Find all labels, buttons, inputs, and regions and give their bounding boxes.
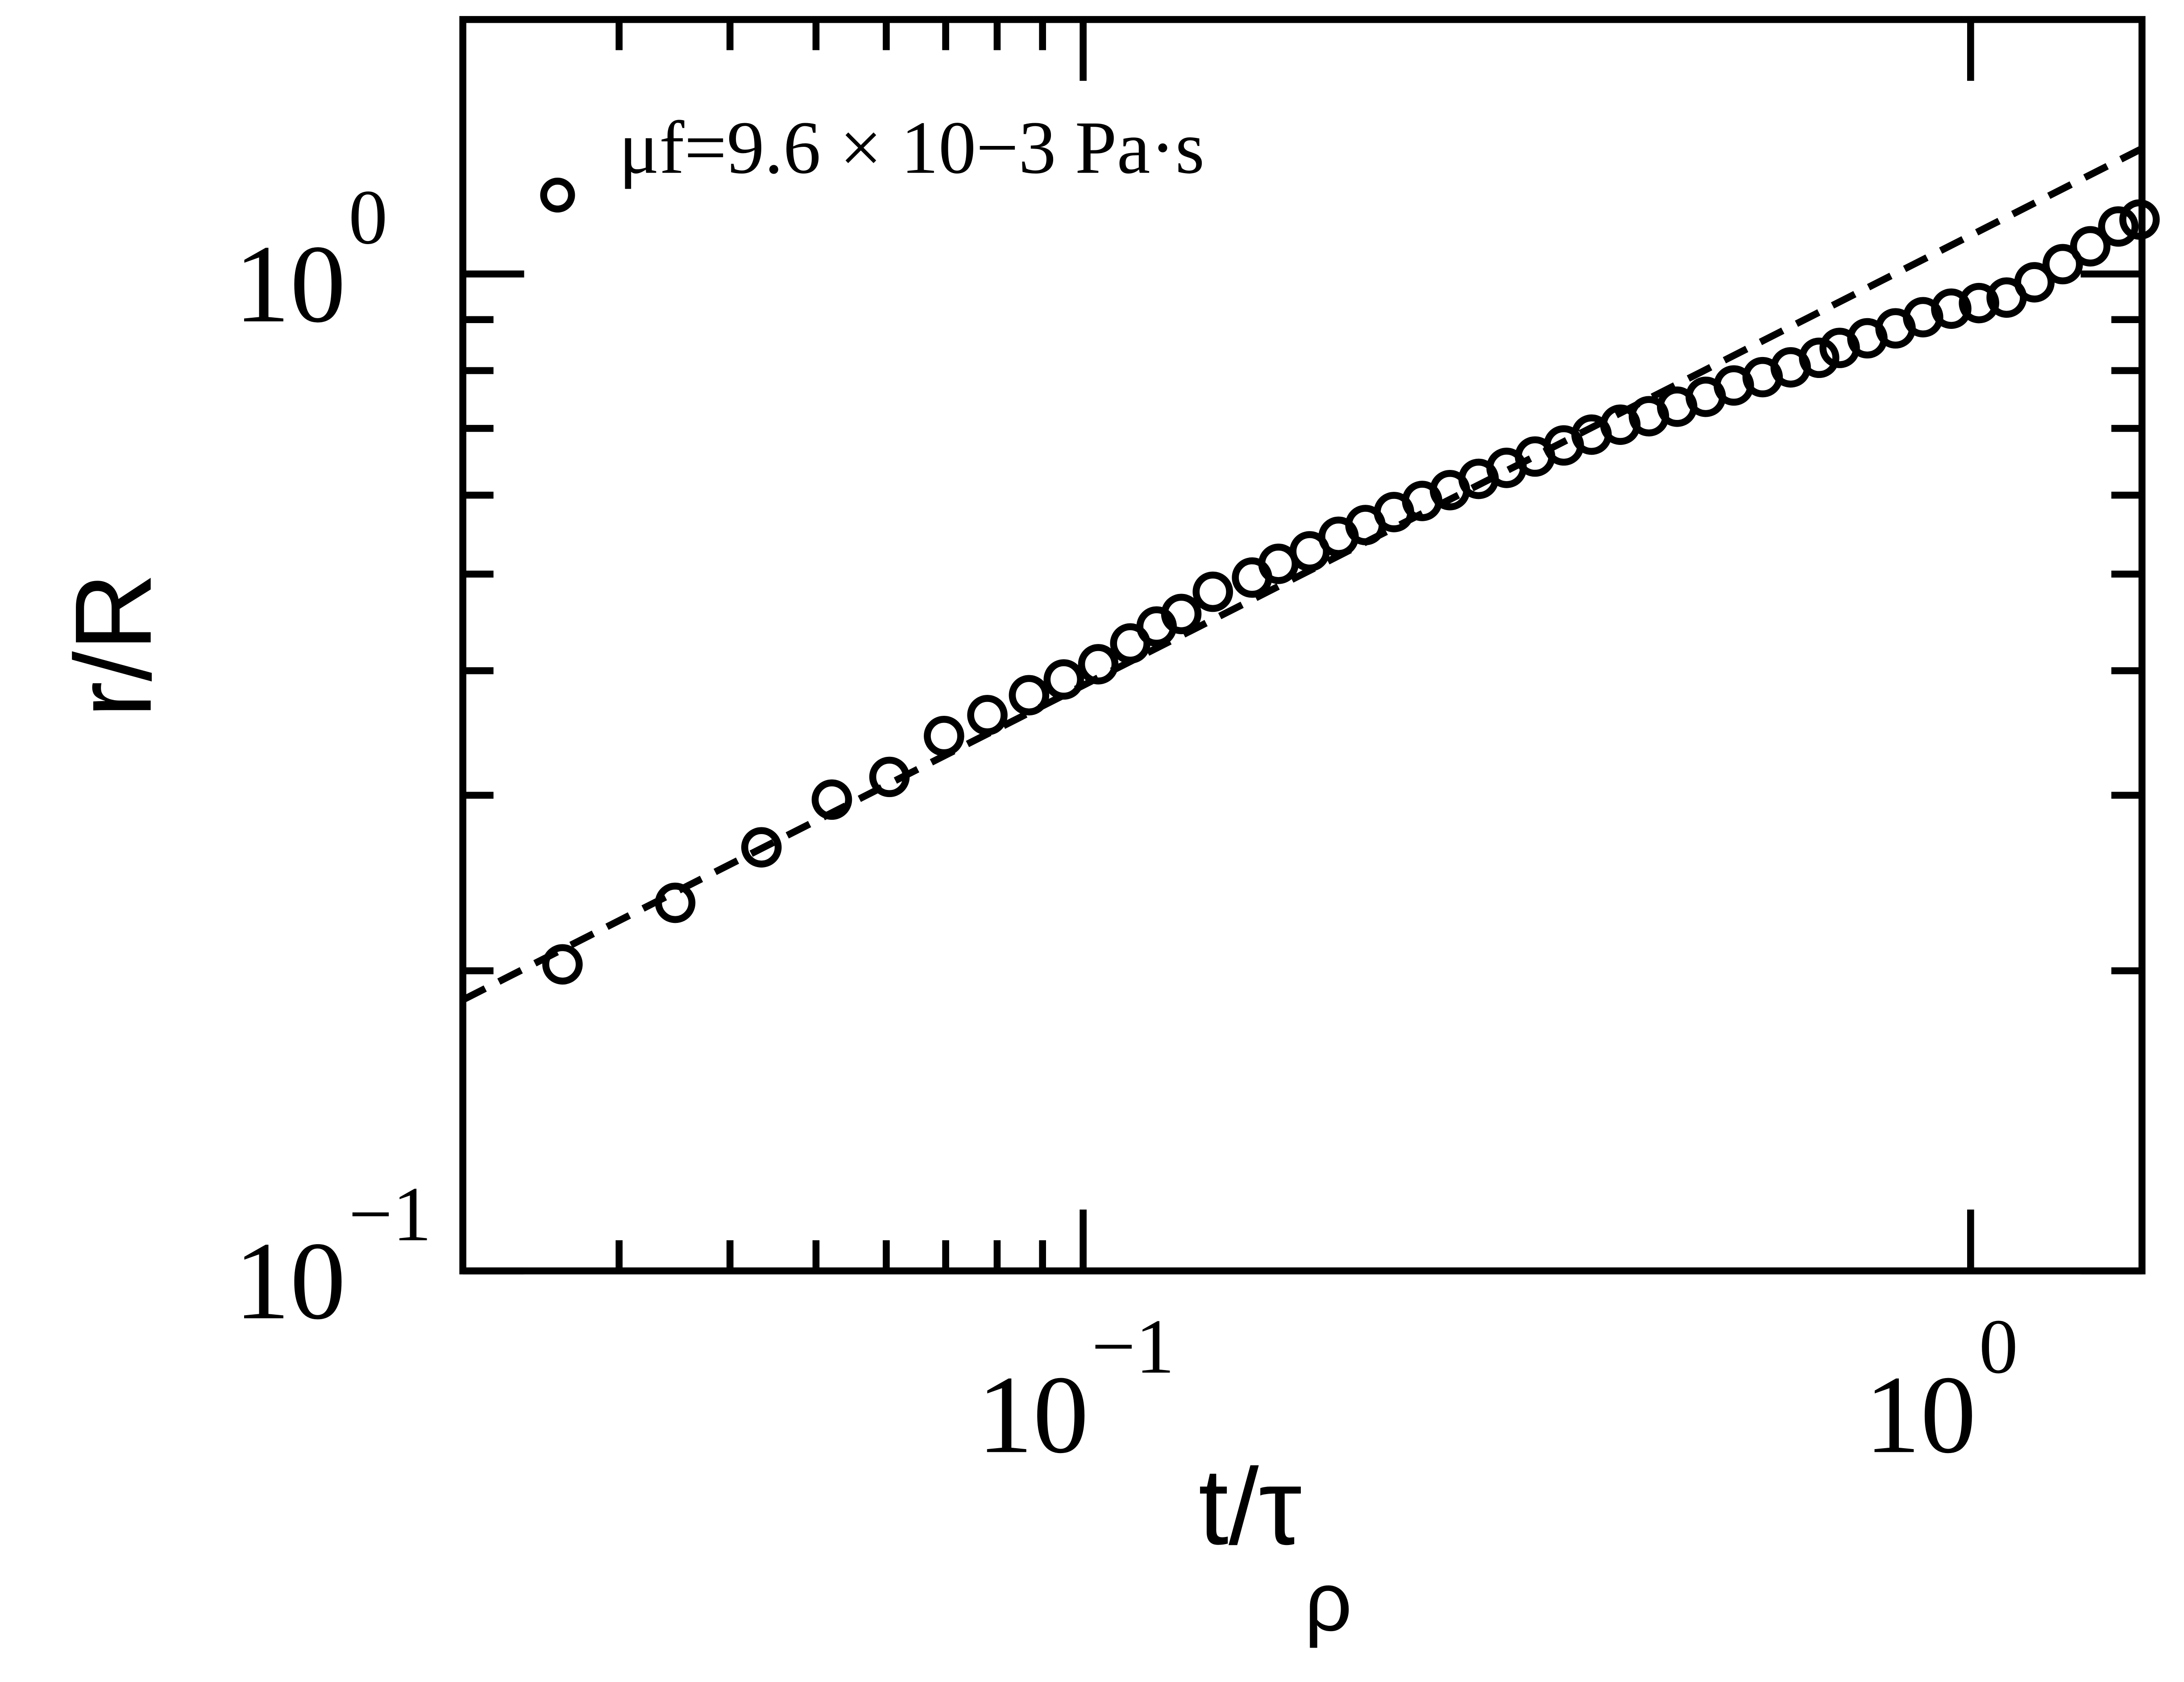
data-point xyxy=(1009,675,1050,716)
data-point xyxy=(2014,262,2055,303)
data-point xyxy=(655,882,696,923)
data-point xyxy=(1799,337,1839,378)
data-point xyxy=(1078,644,1119,685)
legend-label: μf=9.6 × 10−3 Pa·s xyxy=(619,106,1204,189)
x-tick-label-exponent: 0 xyxy=(1979,1303,2018,1390)
x-axis-label-subscript: ρ xyxy=(1304,1554,1352,1648)
y-axis-label: r/R xyxy=(53,573,174,718)
x-tick-label: 10 xyxy=(1865,1353,1976,1477)
data-point xyxy=(2119,199,2160,240)
data-point xyxy=(1959,282,1999,324)
data-point xyxy=(811,779,852,820)
y-tick-label-exponent: 0 xyxy=(349,174,387,260)
x-axis-label: t/τ xyxy=(1198,1446,1302,1567)
x-tick-label: 10 xyxy=(977,1353,1089,1477)
legend-marker xyxy=(540,178,575,213)
data-point xyxy=(2070,226,2111,267)
x-tick-label-exponent: −1 xyxy=(1092,1303,1175,1390)
fit-line xyxy=(461,145,2144,1003)
data-point xyxy=(924,715,964,756)
data-point xyxy=(967,695,1008,735)
data-point xyxy=(869,756,910,797)
y-tick-label-exponent: −1 xyxy=(349,1171,432,1257)
data-point xyxy=(741,827,782,868)
data-point xyxy=(1192,571,1233,612)
data-point xyxy=(542,944,583,985)
plot-frame xyxy=(459,16,2146,1275)
data-point xyxy=(1161,594,1202,635)
data-point xyxy=(2042,244,2083,285)
y-tick-label: 10 xyxy=(234,1219,346,1343)
y-tick-label: 10 xyxy=(234,222,346,346)
data-point xyxy=(2098,206,2139,247)
data-point xyxy=(1931,288,1972,329)
data-point xyxy=(1043,659,1084,700)
